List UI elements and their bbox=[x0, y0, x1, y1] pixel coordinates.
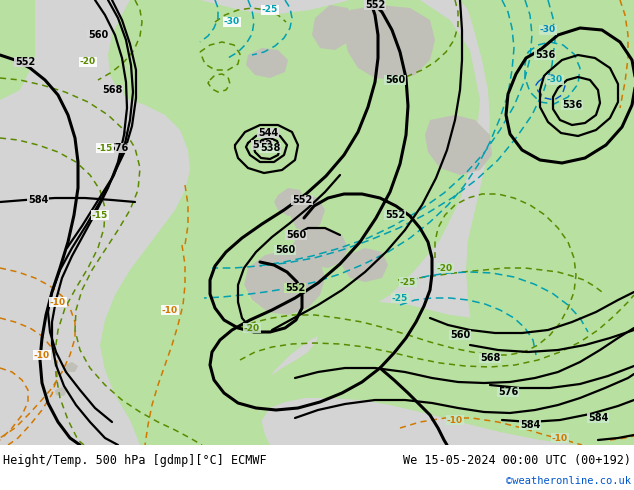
Polygon shape bbox=[55, 387, 67, 396]
Polygon shape bbox=[312, 5, 355, 50]
Text: -30: -30 bbox=[540, 25, 556, 34]
Polygon shape bbox=[342, 248, 388, 282]
Text: -25: -25 bbox=[400, 277, 416, 287]
Text: -30: -30 bbox=[547, 75, 563, 84]
Text: -20: -20 bbox=[244, 323, 260, 333]
Polygon shape bbox=[65, 362, 78, 372]
Text: 552: 552 bbox=[292, 195, 312, 205]
Text: 538: 538 bbox=[260, 143, 280, 153]
Text: 552: 552 bbox=[365, 0, 385, 10]
Text: 552: 552 bbox=[15, 57, 35, 67]
Text: 568: 568 bbox=[102, 85, 122, 95]
Text: 560: 560 bbox=[286, 230, 306, 240]
Polygon shape bbox=[290, 195, 325, 232]
Bar bbox=[0, 445, 634, 490]
Text: 584: 584 bbox=[588, 413, 608, 423]
Polygon shape bbox=[425, 115, 492, 175]
Polygon shape bbox=[274, 188, 305, 216]
Text: -15: -15 bbox=[97, 144, 113, 152]
Text: -25: -25 bbox=[262, 5, 278, 15]
Polygon shape bbox=[235, 300, 634, 445]
Text: -15: -15 bbox=[92, 211, 108, 220]
Polygon shape bbox=[244, 250, 325, 315]
Text: -20: -20 bbox=[80, 57, 96, 67]
Text: -30: -30 bbox=[224, 18, 240, 26]
Text: 576: 576 bbox=[498, 387, 518, 397]
Polygon shape bbox=[344, 5, 435, 80]
Polygon shape bbox=[460, 0, 634, 445]
Text: 568: 568 bbox=[480, 353, 500, 363]
Text: 584: 584 bbox=[28, 195, 48, 205]
Text: 552: 552 bbox=[285, 283, 305, 293]
Text: ©weatheronline.co.uk: ©weatheronline.co.uk bbox=[506, 476, 631, 486]
Text: -25: -25 bbox=[392, 294, 408, 302]
Text: 560: 560 bbox=[450, 330, 470, 340]
Text: 576: 576 bbox=[108, 143, 128, 153]
Text: 552: 552 bbox=[385, 210, 405, 220]
Text: -10: -10 bbox=[552, 434, 568, 442]
Text: 560: 560 bbox=[88, 30, 108, 40]
Text: 584: 584 bbox=[520, 420, 540, 430]
Text: 544: 544 bbox=[258, 128, 278, 138]
Text: 536: 536 bbox=[562, 100, 582, 110]
Polygon shape bbox=[292, 228, 348, 268]
Text: We 15-05-2024 00:00 UTC (00+192): We 15-05-2024 00:00 UTC (00+192) bbox=[403, 454, 631, 466]
Polygon shape bbox=[0, 0, 35, 100]
Polygon shape bbox=[244, 248, 322, 312]
Text: 560: 560 bbox=[275, 245, 295, 255]
Text: 536: 536 bbox=[535, 50, 555, 60]
Text: -10: -10 bbox=[50, 297, 66, 307]
Text: -10: -10 bbox=[162, 305, 178, 315]
Polygon shape bbox=[100, 0, 480, 445]
Text: -10: -10 bbox=[34, 350, 50, 360]
Text: -20: -20 bbox=[437, 264, 453, 272]
Text: 560: 560 bbox=[385, 75, 405, 85]
Polygon shape bbox=[246, 48, 288, 78]
Text: Height/Temp. 500 hPa [gdmp][°C] ECMWF: Height/Temp. 500 hPa [gdmp][°C] ECMWF bbox=[3, 454, 267, 466]
Text: -10: -10 bbox=[447, 416, 463, 424]
Text: 552: 552 bbox=[252, 140, 272, 150]
